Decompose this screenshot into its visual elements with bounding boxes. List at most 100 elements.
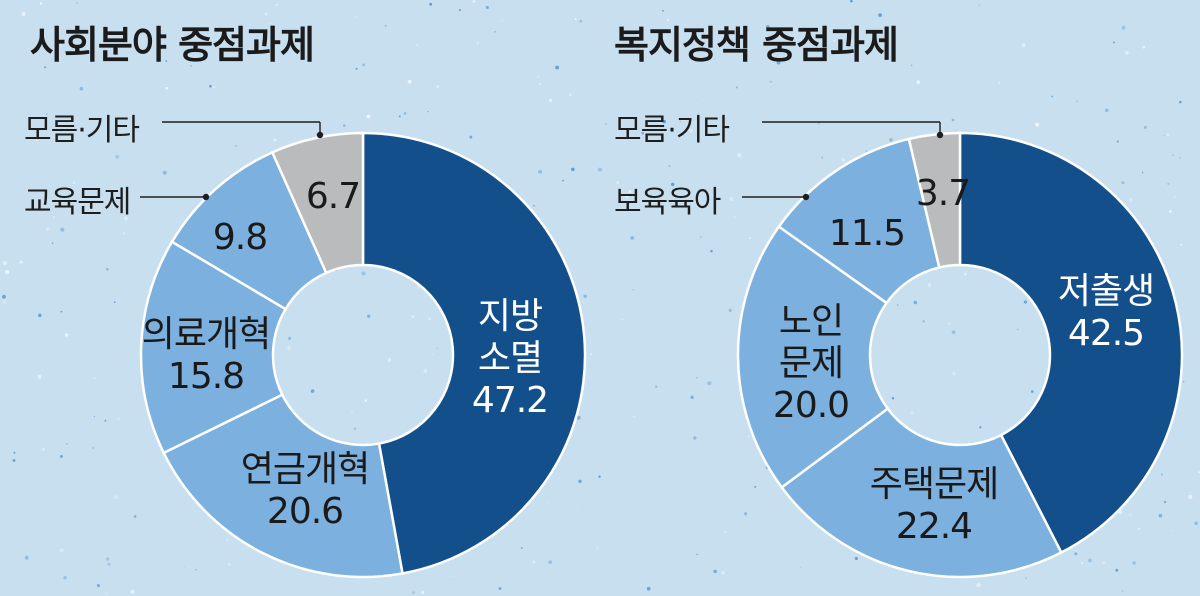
slice-value-label: 20.0 xyxy=(773,385,849,426)
background-speckle xyxy=(646,586,651,591)
background-speckle xyxy=(1163,134,1165,137)
background-speckle xyxy=(693,436,697,440)
background-speckle xyxy=(1116,140,1119,143)
background-speckle xyxy=(165,86,169,90)
background-speckle xyxy=(1188,494,1193,499)
background-speckle xyxy=(117,417,120,420)
background-speckle xyxy=(310,389,315,393)
background-speckle xyxy=(60,310,63,313)
background-speckle xyxy=(713,569,717,574)
background-speckle xyxy=(1129,513,1132,517)
background-speckle xyxy=(1104,108,1109,113)
background-speckle xyxy=(891,397,895,400)
background-speckle xyxy=(273,138,277,142)
slice-value-label: 15.8 xyxy=(168,356,244,397)
background-speckle xyxy=(428,317,432,321)
background-speckle xyxy=(1021,43,1026,47)
background-speckle xyxy=(1138,527,1141,530)
background-speckle xyxy=(416,43,419,46)
background-speckle xyxy=(366,114,371,119)
background-speckle xyxy=(1129,198,1133,202)
slice-value-label: 22.4 xyxy=(896,506,972,547)
background-speckle xyxy=(690,395,694,399)
background-speckle xyxy=(21,12,26,16)
background-speckle xyxy=(916,80,921,85)
background-speckle xyxy=(571,167,575,172)
background-speckle xyxy=(403,112,407,115)
background-speckle xyxy=(910,410,914,415)
leader-dot xyxy=(802,193,810,201)
background-speckle xyxy=(472,0,476,3)
background-speckle xyxy=(662,136,664,139)
background-speckle xyxy=(710,249,713,253)
background-speckle xyxy=(1180,243,1183,246)
background-speckle xyxy=(1167,182,1170,185)
background-speckle xyxy=(165,59,168,63)
background-speckle xyxy=(421,591,425,594)
background-speckle xyxy=(630,236,635,240)
background-speckle xyxy=(458,8,461,12)
background-speckle xyxy=(12,458,16,462)
background-speckle xyxy=(178,201,180,203)
background-speckle xyxy=(485,6,489,9)
background-speckle xyxy=(60,227,65,232)
leader-dot xyxy=(316,131,324,139)
background-speckle xyxy=(598,475,601,479)
background-speckle xyxy=(820,40,823,43)
background-speckle xyxy=(707,381,712,386)
background-speckle xyxy=(19,260,23,264)
background-speckle xyxy=(104,419,107,422)
background-speckle xyxy=(1112,41,1116,44)
background-speckle xyxy=(733,216,737,219)
leader-dot xyxy=(936,131,944,139)
background-speckle xyxy=(520,547,523,549)
background-speckle xyxy=(537,76,540,78)
background-speckle xyxy=(848,23,850,25)
background-speckle xyxy=(579,20,582,23)
background-speckle xyxy=(624,194,629,199)
background-speckle xyxy=(1080,562,1084,565)
background-speckle xyxy=(1163,500,1167,504)
slice-value-label: 9.8 xyxy=(213,217,267,258)
background-speckle xyxy=(96,584,100,588)
background-speckle xyxy=(362,63,366,67)
background-speckle xyxy=(133,515,137,518)
background-speckle xyxy=(605,123,607,125)
background-speckle xyxy=(951,118,955,122)
background-speckle xyxy=(361,271,366,276)
background-speckle xyxy=(865,150,868,152)
background-speckle xyxy=(703,99,705,101)
background-speckle xyxy=(533,204,535,207)
background-speckle xyxy=(833,39,836,42)
background-speckle xyxy=(1173,195,1176,198)
background-speckle xyxy=(922,320,925,323)
background-speckle xyxy=(287,345,292,350)
donut-slice xyxy=(270,131,365,275)
background-speckle xyxy=(1132,561,1136,565)
background-speckle xyxy=(927,283,932,287)
slice-value-label: 20.6 xyxy=(267,491,343,532)
background-speckle xyxy=(240,55,243,58)
slice-category-label: 의료개혁 xyxy=(142,314,270,355)
background-speckle xyxy=(546,502,549,504)
background-speckle xyxy=(183,566,185,568)
background-speckle xyxy=(2,300,6,304)
background-speckle xyxy=(1115,568,1119,572)
background-speckle xyxy=(655,385,658,388)
background-speckle xyxy=(436,347,439,349)
donut-slice xyxy=(162,393,404,579)
slice-category-label: 주택문제 xyxy=(870,464,998,505)
background-speckle xyxy=(590,353,593,356)
background-speckle xyxy=(1160,473,1163,476)
external-category-label: 모름·기타 xyxy=(614,113,729,148)
background-speckle xyxy=(735,86,738,89)
background-speckle xyxy=(691,156,693,159)
slice-category-label: 지방 xyxy=(478,296,542,337)
background-speckle xyxy=(744,512,748,516)
background-speckle xyxy=(1074,552,1078,556)
background-speckle xyxy=(776,60,781,65)
background-speckle xyxy=(122,232,126,236)
background-speckle xyxy=(532,560,536,564)
background-speckle xyxy=(574,18,577,21)
background-speckle xyxy=(269,22,272,25)
